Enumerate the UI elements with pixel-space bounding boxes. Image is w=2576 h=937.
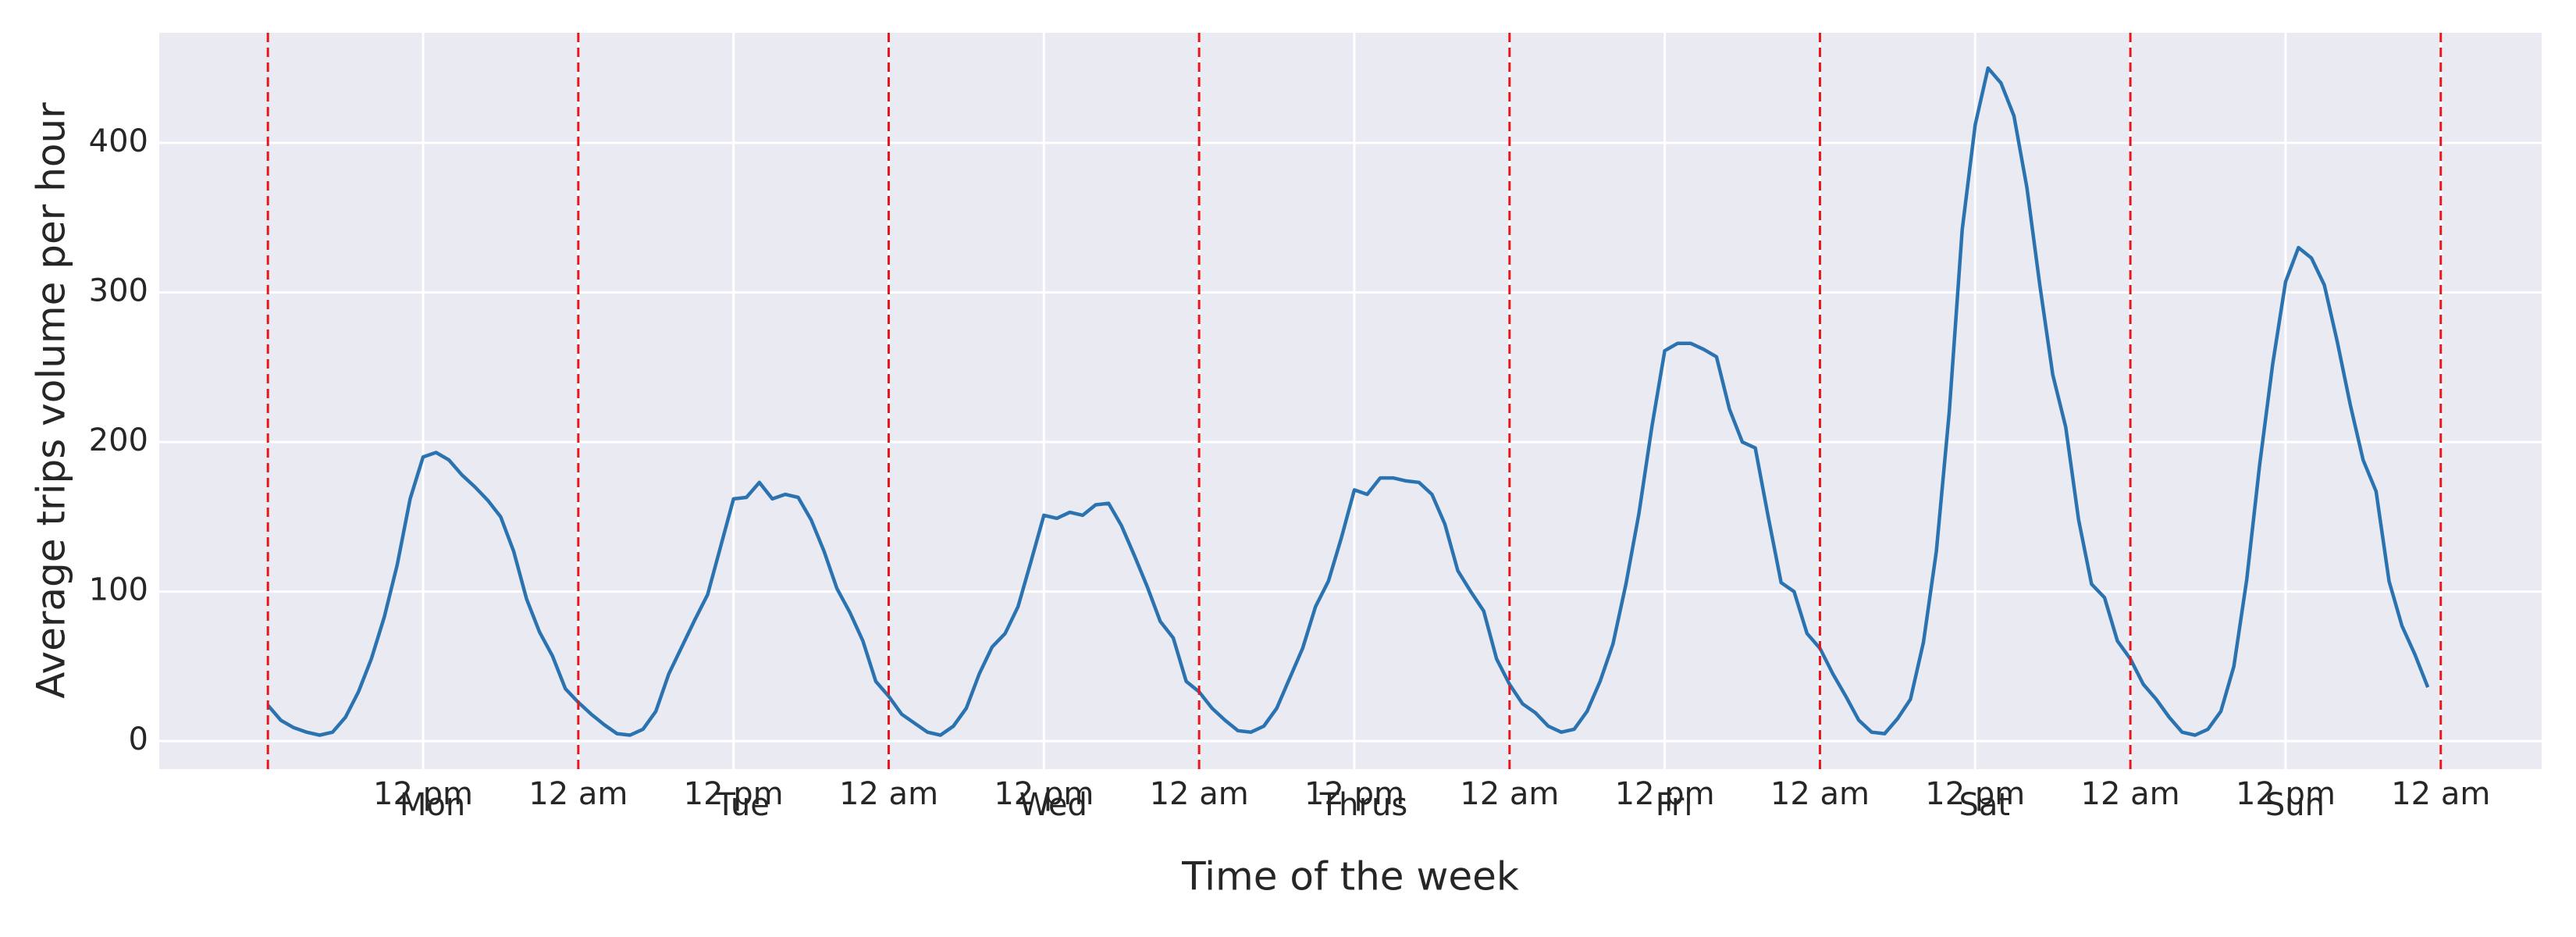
- y-tick-label: 400: [89, 123, 148, 159]
- x-tick-label: 12 am: [2081, 776, 2180, 812]
- y-tick-label: 300: [89, 273, 148, 309]
- x-tick-label: 12 am: [1460, 776, 1559, 812]
- x-tick-label: 12 am: [1770, 776, 1870, 812]
- x-tick-label: 12 pm: [373, 776, 473, 812]
- x-tick-label: 12 pm: [684, 776, 784, 812]
- y-tick-label: 200: [89, 422, 148, 458]
- x-tick-label: 12 am: [839, 776, 938, 812]
- y-tick-label: 0: [129, 721, 148, 757]
- x-tick-label: 12 am: [1150, 776, 1249, 812]
- x-tick-label: 12 pm: [1304, 776, 1404, 812]
- x-tick-label: 12 pm: [1925, 776, 2025, 812]
- day-label: Tue: [715, 787, 769, 823]
- y-axis-label: Average trips volume per hour: [29, 102, 74, 699]
- plot-area: [159, 33, 2542, 769]
- data-line: [266, 66, 2430, 737]
- day-label: Sat: [1959, 787, 2010, 823]
- day-label: Wed: [1019, 787, 1087, 823]
- y-tick-label: 100: [89, 572, 148, 608]
- day-label: Sun: [2265, 787, 2325, 823]
- x-tick-label: 12 am: [2391, 776, 2490, 812]
- day-label: Mon: [400, 787, 465, 823]
- x-axis-label: Time of the week: [1181, 854, 1519, 900]
- x-tick-label: 12 pm: [2236, 776, 2336, 812]
- x-tick-label: 12 pm: [994, 776, 1094, 812]
- day-label: Fri: [1656, 787, 1693, 823]
- day-label: Thrus: [1319, 787, 1407, 823]
- x-tick-label: 12 am: [528, 776, 628, 812]
- x-tick-label: 12 pm: [1615, 776, 1715, 812]
